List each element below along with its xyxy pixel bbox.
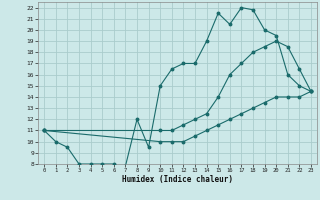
- X-axis label: Humidex (Indice chaleur): Humidex (Indice chaleur): [122, 175, 233, 184]
